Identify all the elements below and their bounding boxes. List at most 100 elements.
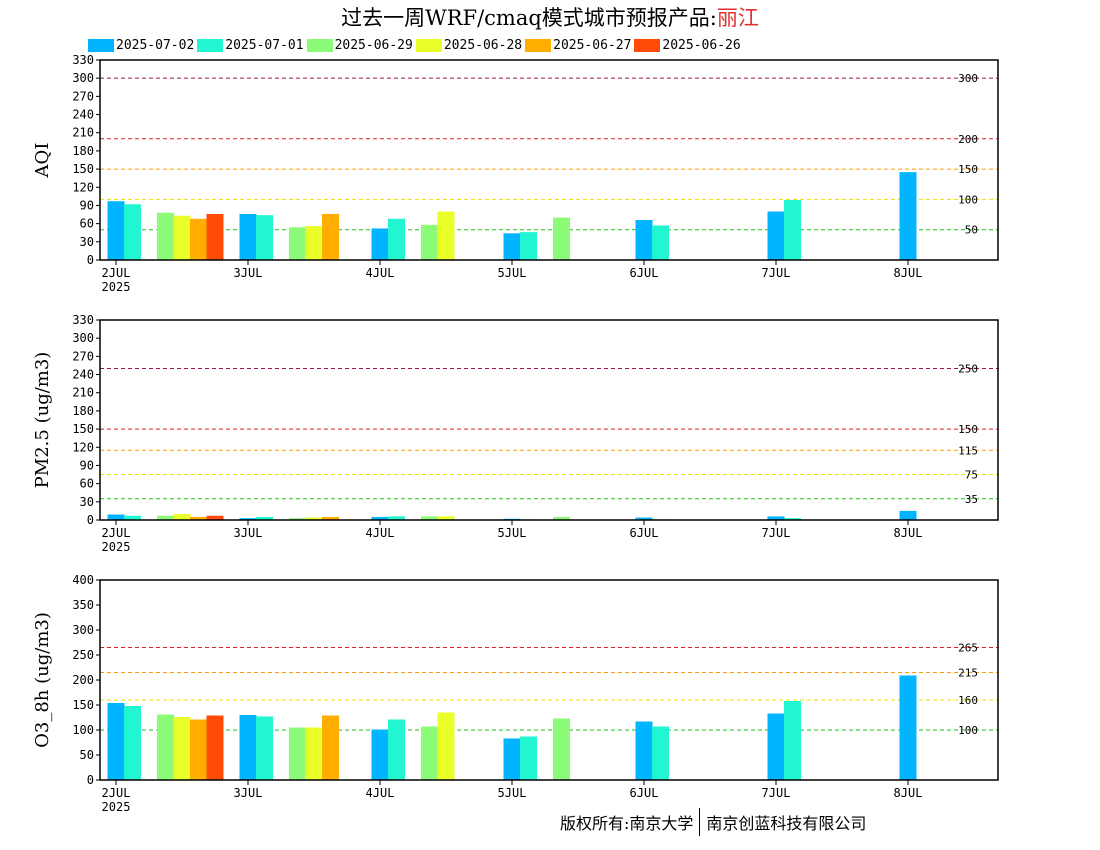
x-tick-label: 2JUL	[102, 526, 131, 540]
bar	[173, 513, 191, 520]
x-tick-label: 2JUL	[102, 786, 131, 800]
y-tick-label: 240	[72, 368, 94, 382]
y-tick-label: 120	[72, 180, 94, 194]
x-tick-label: 6JUL	[630, 266, 659, 280]
y-tick-label: 250	[72, 648, 94, 662]
threshold-label: 100	[958, 193, 978, 206]
footer-right: 南京创蓝科技有限公司	[706, 814, 867, 833]
x-tick-label: 8JUL	[894, 266, 923, 280]
x-tick-label: 6JUL	[630, 786, 659, 800]
y-tick-label: 100	[72, 723, 94, 737]
y-tick-label: 400	[72, 573, 94, 587]
bar	[322, 213, 339, 260]
y-tick-label: 150	[72, 698, 94, 712]
bar	[157, 515, 174, 520]
bar	[899, 510, 917, 520]
bar	[206, 715, 224, 780]
chart-panel: 35 75 115 150 250 0 30 60 90 120 150 180 210 240 270 30…	[32, 313, 999, 554]
y-tick-label: 350	[72, 598, 94, 612]
bar	[322, 715, 339, 780]
chart-title: 过去一周WRF/cmaq模式城市预报产品:丽江	[0, 2, 1100, 32]
x-tick-label: 5JUL	[498, 266, 527, 280]
bar	[305, 727, 323, 780]
y-tick-label: 300	[72, 331, 94, 345]
legend-label: 2025-07-01	[225, 37, 304, 53]
bar	[437, 516, 455, 520]
y-tick-label: 0	[87, 253, 94, 267]
chart-panel: 50 100 150 200 300 0 30 60 90 120 150 180 210 240 270 3…	[32, 53, 999, 294]
bar	[652, 726, 669, 780]
x-tick-label: 7JUL	[762, 526, 791, 540]
legend-swatch	[197, 38, 224, 52]
bar	[388, 719, 405, 780]
x-tick-label: 5JUL	[498, 786, 527, 800]
legend-swatch	[415, 38, 442, 52]
bar	[322, 516, 339, 520]
threshold-label: 215	[958, 667, 978, 680]
x-tick-label: 3JUL	[234, 526, 263, 540]
y-tick-label: 60	[80, 477, 94, 491]
x-tick-label: 5JUL	[498, 526, 527, 540]
bar	[899, 172, 917, 260]
legend-label: 2025-06-28	[443, 37, 523, 53]
legend-label: 2025-06-26	[662, 37, 741, 53]
bar	[437, 712, 455, 780]
bar	[388, 516, 405, 520]
plot-frame	[99, 319, 999, 521]
threshold-label: 250	[958, 362, 978, 375]
bar	[635, 721, 653, 780]
bar	[635, 517, 653, 520]
legend-item: 2025-06-26	[634, 35, 741, 55]
y-tick-label: 30	[80, 495, 94, 509]
bar	[503, 233, 521, 260]
bar	[767, 516, 785, 520]
y-tick-label: 180	[72, 144, 94, 158]
bar	[520, 736, 537, 780]
bar	[305, 226, 323, 260]
y-tick-label: 0	[87, 513, 94, 527]
bar	[289, 727, 306, 780]
bar	[256, 716, 273, 780]
legend-swatch	[525, 38, 552, 52]
x-tick-label: 3JUL	[234, 786, 263, 800]
y-tick-label: 60	[80, 217, 94, 231]
bar	[173, 717, 191, 780]
y-tick-label: 90	[80, 458, 94, 472]
x-tick-sublabel: 2025	[102, 540, 131, 554]
bar	[157, 714, 174, 780]
legend: 2025-07-02 2025-07-01 2025-06-29 2025-06-28…	[88, 35, 744, 55]
threshold-label: 150	[958, 423, 978, 436]
y-tick-label: 330	[72, 313, 94, 327]
legend-swatch	[634, 38, 661, 52]
bar	[190, 516, 207, 520]
bar	[239, 715, 257, 780]
legend-label: 2025-06-29	[334, 37, 413, 53]
y-axis-label: O3_8h (ug/m3)	[32, 612, 53, 748]
legend-item: 2025-06-29	[306, 35, 413, 55]
bar	[107, 703, 125, 780]
bar	[371, 516, 389, 520]
bar	[437, 211, 455, 260]
bar	[503, 738, 521, 780]
bar	[784, 518, 801, 520]
footer-left: 版权所有:南京大学	[560, 814, 694, 833]
x-tick-label: 4JUL	[366, 266, 395, 280]
threshold-label: 35	[965, 493, 978, 506]
bar	[157, 212, 174, 260]
bar	[553, 516, 570, 520]
legend-swatch	[88, 38, 114, 52]
bar	[553, 718, 570, 780]
bar	[784, 701, 801, 780]
y-axis-label: PM2.5 (ug/m3)	[32, 352, 53, 489]
footer-copyright: 版权所有:南京大学 南京创蓝科技有限公司	[560, 808, 866, 836]
y-tick-label: 240	[72, 108, 94, 122]
bar	[124, 706, 141, 780]
legend-label: 2025-06-27	[553, 37, 632, 53]
threshold-label: 115	[958, 444, 978, 457]
legend-item: 2025-06-28	[415, 35, 523, 55]
bar	[421, 726, 438, 780]
x-tick-label: 7JUL	[762, 786, 791, 800]
bar	[767, 713, 785, 780]
legend-item: 2025-06-27	[525, 35, 631, 55]
